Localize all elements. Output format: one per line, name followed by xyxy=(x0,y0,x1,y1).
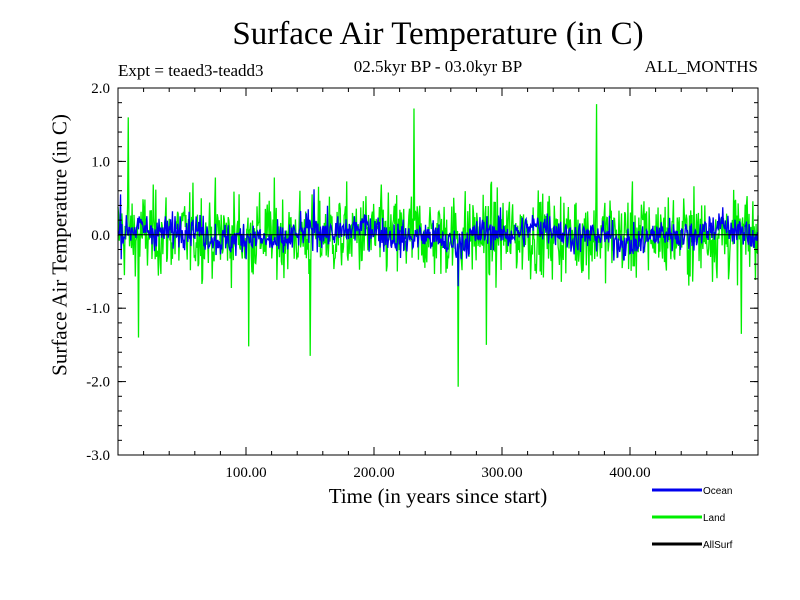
axis-ticks xyxy=(117,87,759,456)
x-axis-label: Time (in years since start) xyxy=(328,484,548,508)
axis-tick-labels: -3.0 -2.0 -1.0 0.0 1.0 2.0 100.00 200.00 300.00 4… xyxy=(86,81,650,481)
legend-label-allsurf: AllSurf xyxy=(703,540,733,551)
experiment-label: Expt = teaed3-teadd3 xyxy=(118,61,264,80)
legend-label-ocean: Ocean xyxy=(703,486,732,497)
y-tick-label: -3.0 xyxy=(86,448,110,464)
y-tick-label: 2.0 xyxy=(91,81,110,97)
series-land-line xyxy=(117,104,759,387)
legend-label-land: Land xyxy=(703,513,725,524)
plot-frame xyxy=(117,87,759,456)
y-tick-label: -1.0 xyxy=(86,301,110,317)
y-tick-label: -2.0 xyxy=(86,375,110,391)
period-label: 02.5kyr BP - 03.0kyr BP xyxy=(353,57,523,76)
y-tick-label: 0.0 xyxy=(91,228,110,244)
x-tick-label: 200.00 xyxy=(353,465,394,481)
months-label: ALL_MONTHS xyxy=(644,57,758,76)
legend: Ocean Land AllSurf xyxy=(652,486,733,551)
series-ocean-line xyxy=(117,189,759,287)
x-tick-label: 300.00 xyxy=(481,465,522,481)
plot-area xyxy=(117,104,759,387)
x-tick-label: 100.00 xyxy=(225,465,266,481)
chart-title: Surface Air Temperature (in C) xyxy=(232,16,644,52)
y-tick-label: 1.0 xyxy=(91,154,110,170)
x-tick-label: 400.00 xyxy=(609,465,650,481)
